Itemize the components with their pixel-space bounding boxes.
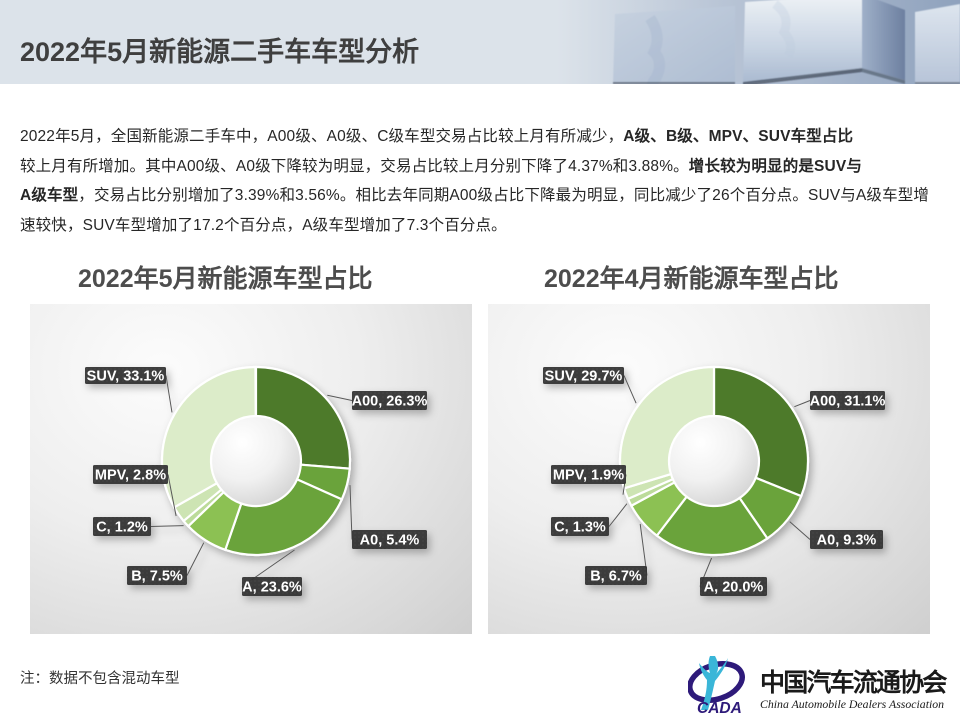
svg-text:中国汽车流通协会: 中国汽车流通协会 [760, 668, 947, 697]
svg-text:A00, 26.3%: A00, 26.3% [352, 394, 428, 410]
svg-text:A, 20.0%: A, 20.0% [704, 580, 764, 596]
svg-text:CADA: CADA [697, 700, 742, 717]
svg-text:SUV, 29.7%: SUV, 29.7% [545, 369, 623, 385]
svg-text:A0, 5.4%: A0, 5.4% [360, 533, 420, 549]
svg-text:C, 1.2%: C, 1.2% [96, 520, 148, 536]
svg-text:MPV, 1.9%: MPV, 1.9% [553, 468, 624, 484]
svg-text:SUV, 33.1%: SUV, 33.1% [87, 369, 165, 385]
svg-text:B, 7.5%: B, 7.5% [131, 569, 183, 585]
svg-text:China Automobile Dealers Assoc: China Automobile Dealers Association [760, 697, 944, 711]
svg-text:MPV, 2.8%: MPV, 2.8% [95, 468, 166, 484]
svg-text:A00, 31.1%: A00, 31.1% [810, 394, 886, 410]
svg-text:A, 23.6%: A, 23.6% [242, 580, 302, 596]
svg-text:A0, 9.3%: A0, 9.3% [817, 533, 877, 549]
svg-text:C, 1.3%: C, 1.3% [554, 520, 606, 536]
svg-text:B, 6.7%: B, 6.7% [590, 569, 642, 585]
